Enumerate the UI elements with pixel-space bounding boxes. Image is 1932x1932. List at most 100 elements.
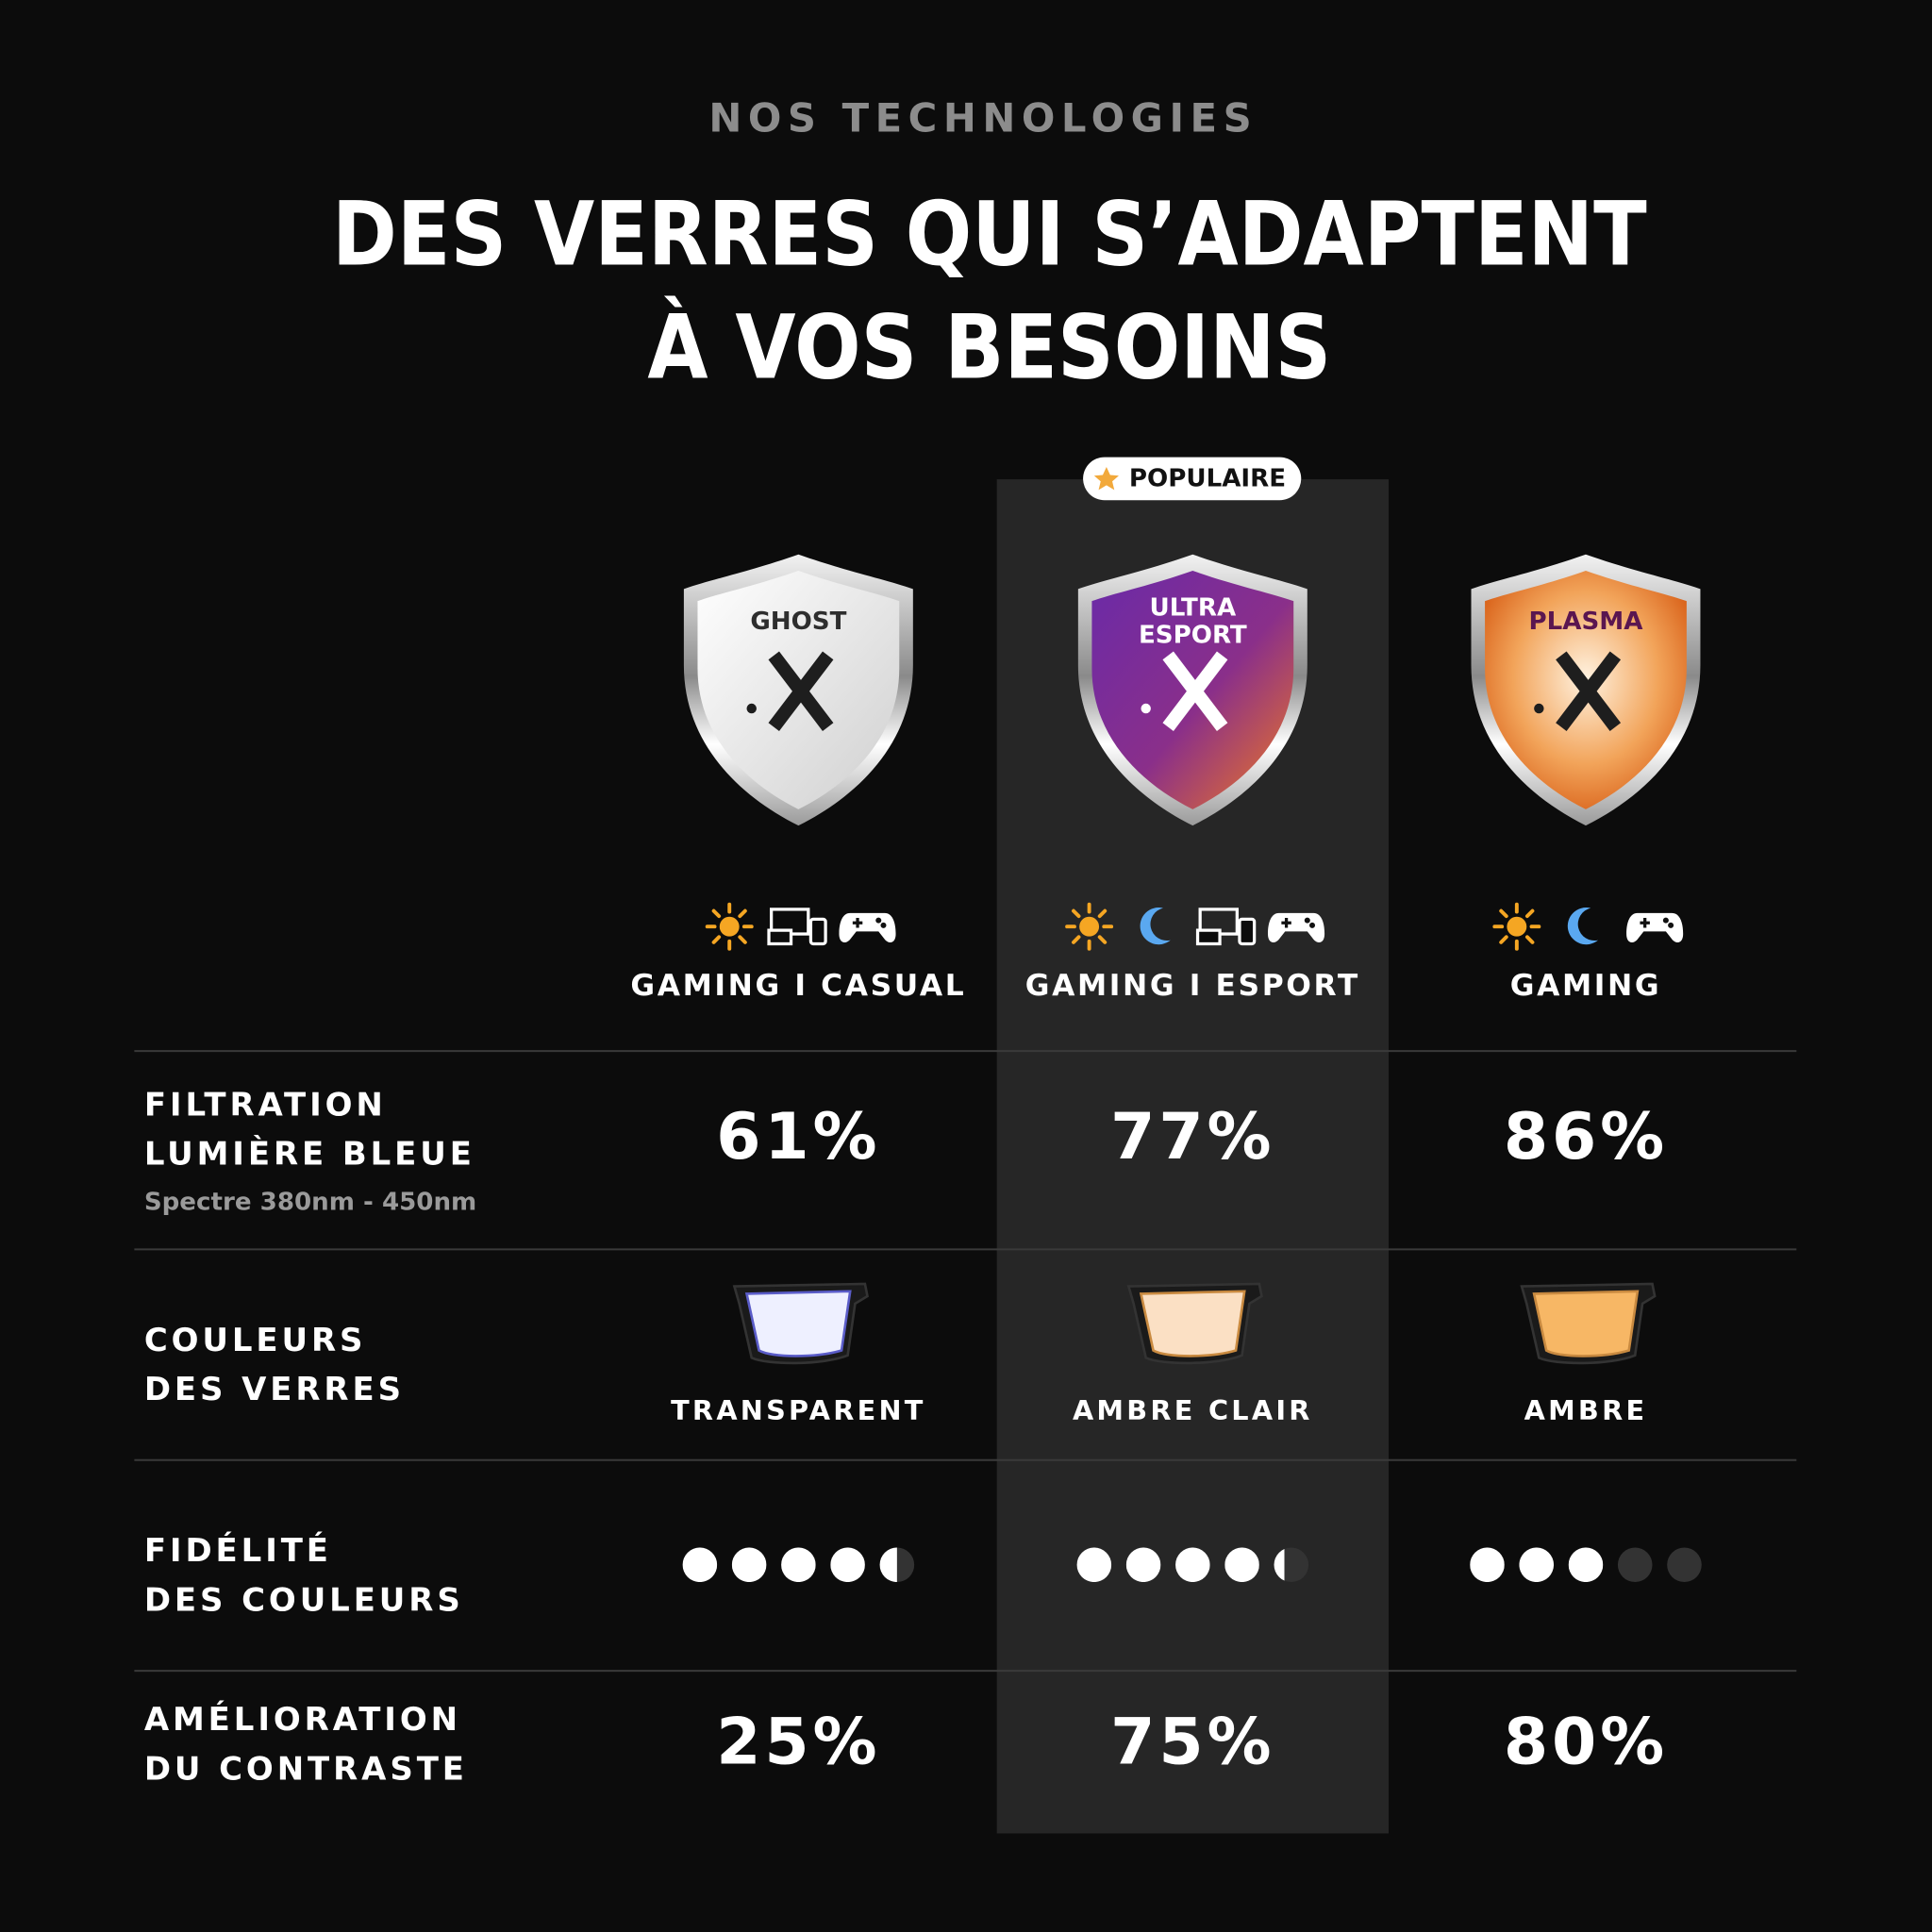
glasses (1520, 1282, 1657, 1365)
logo-x (768, 651, 834, 731)
lens-color: AMBRE CLAIR (1073, 1394, 1313, 1426)
gamepad (839, 912, 896, 942)
sun-icon (1065, 902, 1114, 951)
logo-x (1556, 651, 1622, 731)
sun-core (1507, 916, 1527, 937)
sun-ray (1524, 908, 1535, 919)
title-line: DES VERRES QUI S’ADAPTENT (332, 184, 1647, 287)
row-label: COULEURS (144, 1322, 367, 1359)
pad-icon (1268, 912, 1325, 942)
row-label: FILTRATION (144, 1086, 387, 1124)
sun-core (1079, 916, 1100, 937)
lens (744, 1290, 852, 1357)
sun-ray (1072, 935, 1081, 944)
shield-name: PLASMA (1528, 608, 1643, 636)
metric-value: 75% (1110, 1705, 1274, 1779)
sun-icon (705, 902, 754, 951)
sun-ray (711, 908, 722, 919)
badge (1083, 457, 1302, 501)
usage-label: GAMING I CASUAL (630, 969, 966, 1003)
metric-value: 80% (1504, 1705, 1668, 1779)
shield-name: ESPORT (1139, 621, 1247, 649)
sun-ray (711, 935, 722, 944)
gamepad-button (1304, 917, 1310, 924)
gamepad-button (880, 922, 887, 928)
sun-ray (1499, 935, 1508, 944)
metric-value: 86% (1504, 1100, 1668, 1174)
screens-icon (767, 908, 827, 946)
gamepad (1268, 912, 1325, 942)
rating-dot (1175, 1547, 1210, 1583)
title-line: À VOS BESOINS (647, 295, 1331, 400)
lens (1532, 1290, 1640, 1357)
pad-icon (839, 912, 896, 942)
logo-dot (1141, 703, 1151, 714)
moon-icon (1567, 908, 1599, 945)
gamepad-button (1309, 922, 1316, 928)
screen (808, 917, 827, 946)
badge-label: POPULAIRE (1129, 465, 1286, 493)
logo-dot (746, 703, 757, 714)
row-label: DU CONTRASTE (144, 1750, 468, 1788)
sun-ray (1097, 908, 1108, 919)
gamepad-cross (1640, 918, 1650, 928)
logo-x (1162, 651, 1228, 731)
rating-dot (1076, 1547, 1112, 1583)
gamepad-cross (1281, 918, 1291, 928)
usage-label: GAMING (1510, 969, 1661, 1003)
eyebrow: NOS TECHNOLOGIES (708, 95, 1257, 142)
gamepad-cross (852, 918, 863, 928)
logo-dot (1534, 703, 1544, 714)
rating-dot (731, 1547, 767, 1583)
usage-label: GAMING I ESPORT (1025, 969, 1360, 1003)
rating-dot (1470, 1547, 1505, 1583)
shield: GHOST (683, 554, 913, 826)
rating-dot (879, 1547, 897, 1583)
lens-color: TRANSPARENT (671, 1394, 926, 1426)
rating-dot (682, 1547, 718, 1583)
glasses (1126, 1282, 1263, 1365)
screens-icon (1195, 908, 1257, 946)
sun-ray (1524, 935, 1535, 944)
sun-ray (738, 935, 747, 944)
rating-dot (830, 1547, 865, 1583)
gamepad-button (1662, 917, 1669, 924)
glasses (732, 1282, 869, 1365)
rating-dot (781, 1547, 816, 1583)
moon-icon (1140, 908, 1171, 945)
sun-ray (1097, 935, 1108, 944)
metric-value: 77% (1110, 1100, 1274, 1174)
gamepad-button (1668, 922, 1674, 928)
row-note: Spectre 380nm - 450nm (144, 1188, 476, 1216)
screen (1195, 928, 1222, 946)
screen (1238, 917, 1257, 946)
pad-icon (1626, 912, 1684, 942)
rating-dot (1274, 1549, 1285, 1581)
lens-color: AMBRE (1524, 1394, 1648, 1426)
sun-ray (738, 908, 747, 919)
row-label: LUMIÈRE BLEUE (144, 1135, 475, 1174)
sun-ray (1072, 908, 1081, 919)
rating-dot (1568, 1547, 1604, 1583)
moon-shape (1140, 908, 1171, 945)
row-label: AMÉLIORATION (144, 1700, 461, 1739)
sun-icon (1492, 902, 1541, 951)
shield-name: ULTRA (1150, 594, 1237, 623)
metric-value: 25% (716, 1705, 880, 1779)
row-label: DES VERRES (144, 1371, 405, 1408)
shield-name: GHOST (750, 608, 846, 636)
rating-dot-track (1667, 1547, 1702, 1583)
sun-core (719, 916, 740, 937)
gamepad (1626, 912, 1684, 942)
screen (767, 928, 793, 946)
metric-value: 61% (716, 1100, 880, 1174)
sun-ray (1499, 908, 1508, 919)
row-label: DES COULEURS (144, 1581, 464, 1619)
gamepad-button (875, 917, 882, 924)
rating-dot-track (1617, 1547, 1653, 1583)
moon-shape (1567, 908, 1599, 945)
row-label: FIDÉLITÉ (144, 1531, 332, 1570)
